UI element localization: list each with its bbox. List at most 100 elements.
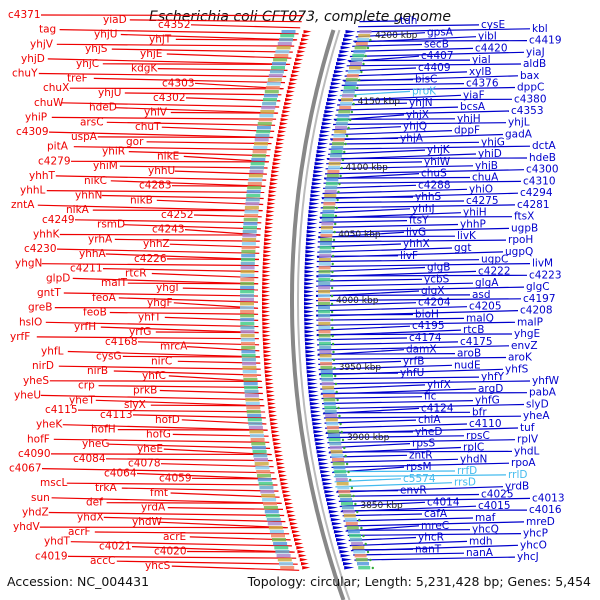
leader-line: [316, 333, 513, 336]
feature-block: [240, 278, 255, 282]
gene-label-yhjt: yhjT: [149, 33, 172, 45]
feature-block: [259, 114, 274, 118]
feature-block: [254, 462, 269, 466]
gene-label-tuf: tuf: [520, 422, 535, 434]
gene-label-yhju: yhjU: [94, 29, 117, 41]
gene-label-rplv: rplV: [517, 434, 539, 446]
leader-line: [331, 462, 510, 468]
gene-label-chux: chuX: [43, 82, 69, 94]
ruler-dot: [344, 142, 347, 146]
feature-block: [321, 218, 334, 222]
forward-gene-glyph: [310, 406, 321, 410]
reverse-gene-glyph: [262, 278, 271, 282]
genome-backbone: [290, 29, 346, 600]
reverse-gene-glyph: [290, 526, 299, 530]
gene-label-yhjq: yhjQ: [403, 121, 427, 133]
feature-block: [279, 38, 293, 42]
feature-block: [245, 198, 260, 202]
reverse-gene-glyph: [266, 214, 275, 218]
feature-block: [322, 206, 335, 210]
forward-gene-glyph: [316, 150, 327, 154]
reverse-gene-glyph: [264, 234, 273, 238]
gene-label-yhdz: yhdZ: [22, 507, 49, 519]
leader-line: [103, 516, 286, 523]
ruler-dot: [343, 446, 346, 450]
gene-label-yhiv: yhiV: [144, 107, 168, 119]
leader-line: [122, 355, 261, 358]
gene-label-yhhl: yhhL: [20, 185, 46, 197]
feature-block: [350, 62, 362, 66]
reverse-gene-glyph: [262, 306, 270, 310]
feature-block: [323, 398, 336, 402]
feature-block: [262, 498, 277, 502]
feature-block: [240, 330, 255, 334]
feature-block: [318, 326, 331, 330]
feature-block: [324, 190, 337, 194]
forward-gene-glyph: [308, 394, 319, 398]
feature-block: [255, 134, 270, 138]
gene-label-c5574: c5574: [403, 473, 436, 485]
feature-block: [323, 202, 336, 206]
feature-block: [266, 518, 281, 522]
gene-label-prok: proK: [412, 85, 437, 97]
reverse-gene-glyph: [264, 362, 273, 366]
feature-block: [353, 50, 366, 54]
forward-gene-glyph: [333, 530, 344, 534]
leader-line: [115, 107, 279, 114]
forward-gene-glyph: [326, 498, 337, 502]
feature-block: [318, 314, 331, 318]
leader-line: [326, 157, 528, 160]
reverse-gene-glyph: [297, 50, 306, 54]
leader-line: [160, 463, 274, 468]
forward-gene-glyph: [340, 46, 351, 50]
reverse-gene-glyph: [266, 210, 275, 214]
feature-block: [340, 498, 353, 502]
feature-block: [324, 194, 337, 198]
ruler-dot: [337, 190, 340, 194]
feature-block: [257, 478, 272, 482]
gene-label-nird: nirD: [32, 360, 54, 372]
gene-label-yhht: yhhT: [29, 170, 56, 182]
reverse-gene-glyph: [262, 286, 271, 290]
feature-block: [354, 46, 367, 50]
ruler-dot: [360, 526, 363, 530]
ruler-dot: [332, 238, 336, 242]
feature-block: [244, 210, 259, 214]
feature-block: [339, 106, 352, 110]
feature-block: [272, 62, 286, 66]
reverse-gene-glyph: [272, 166, 280, 170]
gene-label-envz: envZ: [511, 340, 538, 352]
gene-label-hded: hdeD: [89, 102, 117, 114]
leader-line: [51, 116, 277, 120]
feature-block: [327, 430, 340, 434]
forward-gene-glyph: [344, 34, 355, 38]
leader-line: [127, 282, 259, 285]
gene-label-c4090: c4090: [18, 448, 51, 460]
forward-gene-glyph: [315, 154, 326, 158]
forward-gene-glyph: [304, 310, 315, 314]
feature-block: [321, 382, 334, 386]
ruler-dot: [362, 62, 365, 66]
leader-line: [317, 247, 453, 253]
kbp-mark-label: 4200 kbp: [375, 31, 418, 41]
leader-line: [321, 200, 465, 204]
feature-block: [276, 554, 291, 558]
forward-gene-glyph: [310, 410, 321, 414]
gene-label-cafa: cafA: [424, 508, 448, 520]
reverse-gene-glyph: [279, 126, 287, 130]
leader-line: [123, 224, 261, 230]
feature-block: [268, 526, 283, 530]
ruler-dot: [347, 470, 350, 474]
ruler-dot: [330, 286, 334, 290]
gene-label-c4016: c4016: [529, 504, 562, 516]
forward-gene-glyph: [315, 158, 326, 162]
gene-label-glgx: glgX: [421, 285, 444, 297]
feature-block: [347, 70, 360, 74]
feature-block: [240, 326, 255, 330]
reverse-gene-glyph: [262, 318, 271, 322]
feature-block: [247, 182, 262, 186]
leader-line: [37, 204, 263, 212]
leader-line: [60, 102, 280, 108]
reverse-gene-glyph: [280, 482, 289, 486]
ruler-dot: [345, 462, 349, 466]
